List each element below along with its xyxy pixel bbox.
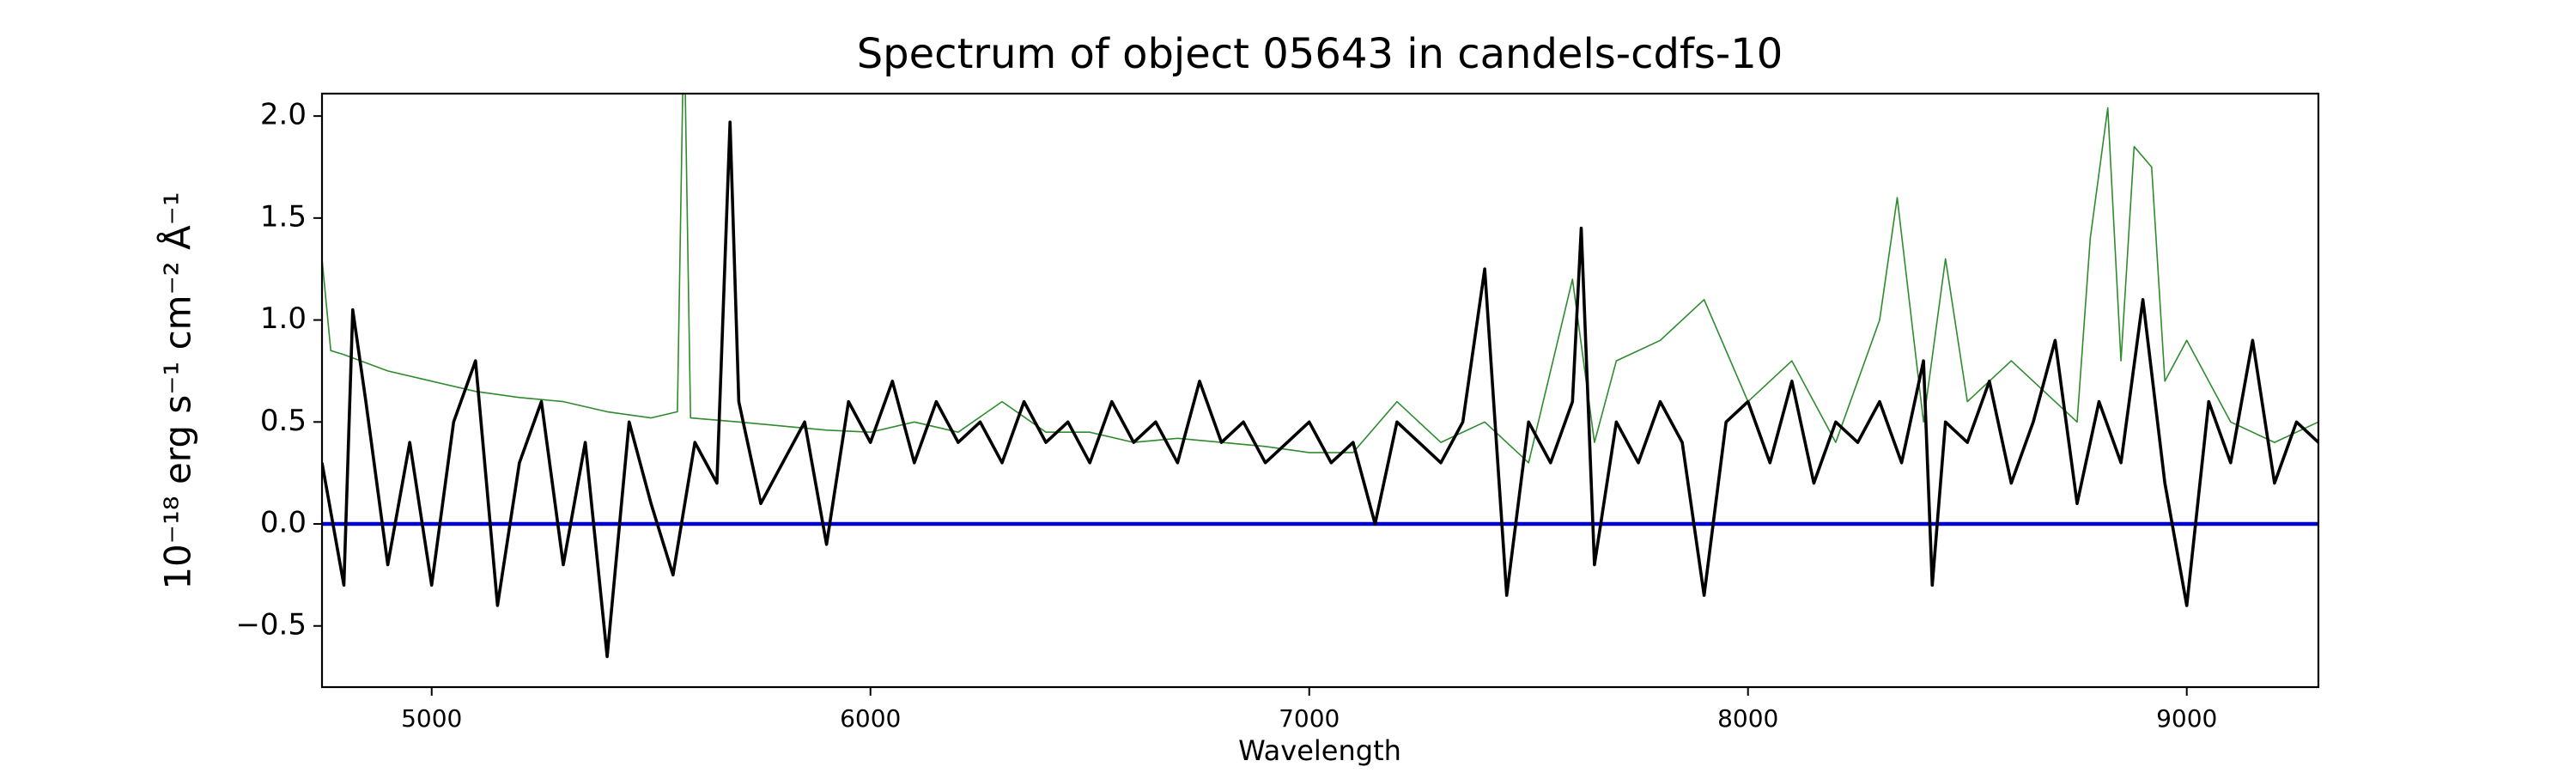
x-tick-label: 6000 [840,704,901,733]
x-tick-label: 5000 [401,704,462,733]
chart-title: Spectrum of object 05643 in candels-cdfs… [857,30,1783,78]
spectrum-line [322,94,2318,464]
y-tick-label: 1.0 [260,301,307,336]
plot-frame [320,92,2320,689]
y-tick-label: 2.0 [260,98,307,132]
y-tick-label: −0.5 [235,607,307,642]
spectrum-line [322,120,2318,659]
x-tick-label: 7000 [1279,704,1340,733]
x-axis-label: Wavelength [1238,734,1401,767]
x-tick-label: 9000 [2156,704,2217,733]
y-axis-label: 10⁻¹⁸ erg s⁻¹ cm⁻² Å⁻¹ [156,192,199,589]
y-tick-label: 0.0 [260,506,307,540]
y-tick-label: 0.5 [260,404,307,438]
y-tick-label: 1.5 [260,199,307,234]
x-tick-label: 8000 [1717,704,1778,733]
